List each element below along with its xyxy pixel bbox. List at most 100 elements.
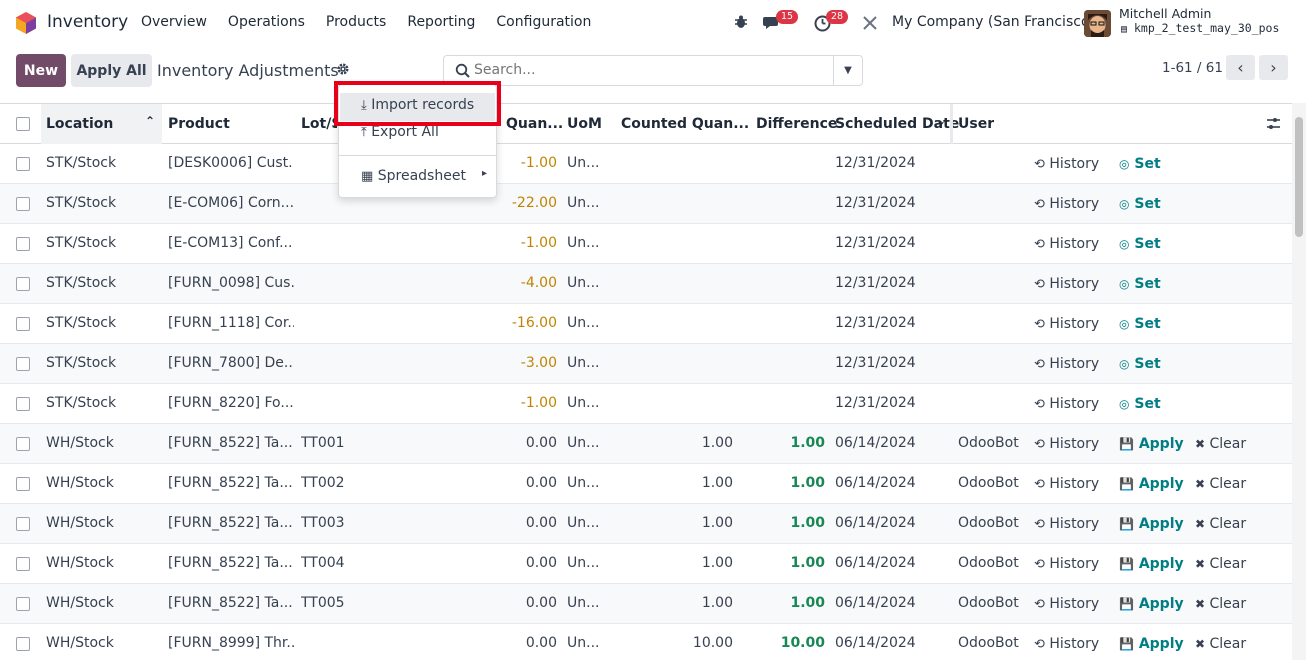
table-row[interactable]: WH/Stock [FURN_8522] Ta... TT004 0.00 Un... 1… [0,544,1292,584]
search-input[interactable] [474,62,814,78]
scrollbar-thumb[interactable] [1295,117,1303,237]
clear-button[interactable]: ✖ Clear [1195,516,1246,532]
clear-button[interactable]: ✖ Clear [1195,596,1246,612]
column-location[interactable]: Location [46,116,114,132]
history-button[interactable]: ⟲ History [1034,476,1099,492]
cell-product[interactable]: [FURN_7800] De... [168,355,294,371]
history-button[interactable]: ⟲ History [1034,276,1099,292]
cell-counted-quantity[interactable]: 1.00 [701,595,733,611]
set-button[interactable]: ◎ Set [1119,396,1161,412]
set-button[interactable]: ◎ Set [1119,196,1161,212]
column-uom[interactable]: UoM [567,116,602,132]
pager-next-button[interactable]: › [1259,55,1288,80]
vertical-scrollbar[interactable] [1292,103,1306,660]
menu-reporting[interactable]: Reporting [407,14,476,30]
user-avatar[interactable] [1084,10,1111,37]
column-quantity[interactable]: Quan... [506,116,564,132]
apply-all-button[interactable]: Apply All [71,54,152,87]
row-checkbox[interactable] [16,517,30,531]
set-button[interactable]: ◎ Set [1119,156,1161,172]
row-checkbox[interactable] [16,357,30,371]
apply-button[interactable]: 💾 Apply [1119,516,1184,532]
table-row[interactable]: WH/Stock [FURN_8522] Ta... TT001 0.00 Un... 1… [0,424,1292,464]
row-checkbox[interactable] [16,557,30,571]
pager-value[interactable]: 1-61 / 61 [1162,60,1223,76]
column-product[interactable]: Product [168,116,230,132]
pager-previous-button[interactable]: ‹ [1226,55,1255,80]
cell-product[interactable]: [FURN_8999] Thr... [168,635,294,651]
history-button[interactable]: ⟲ History [1034,396,1099,412]
set-button[interactable]: ◎ Set [1119,316,1161,332]
history-button[interactable]: ⟲ History [1034,516,1099,532]
cell-product[interactable]: [FURN_8522] Ta... [168,515,293,531]
gear-icon[interactable] [336,62,350,76]
cell-counted-quantity[interactable]: 10.00 [692,635,733,651]
table-row[interactable]: STK/Stock [DESK0006] Cust... -1.00 Un... 12/… [0,144,1292,184]
spreadsheet-item[interactable]: ▦ Spreadsheet [361,168,466,184]
clear-button[interactable]: ✖ Clear [1195,636,1246,652]
row-checkbox[interactable] [16,237,30,251]
history-button[interactable]: ⟲ History [1034,316,1099,332]
cell-product[interactable]: [DESK0006] Cust... [168,155,294,171]
column-scheduled-date[interactable]: Scheduled Date [835,116,960,132]
table-row[interactable]: STK/Stock [FURN_8220] Fo... -1.00 Un... 12/3… [0,384,1292,424]
apply-button[interactable]: 💾 Apply [1119,436,1184,452]
select-all-checkbox[interactable] [16,117,30,131]
clear-button[interactable]: ✖ Clear [1195,556,1246,572]
row-checkbox[interactable] [16,477,30,491]
menu-configuration[interactable]: Configuration [496,14,592,30]
cell-product[interactable]: [FURN_8522] Ta... [168,555,293,571]
cell-product[interactable]: [E-COM06] Corn... [168,195,294,211]
history-button[interactable]: ⟲ History [1034,356,1099,372]
company-switcher[interactable]: My Company (San Francisco) [892,14,1095,30]
history-button[interactable]: ⟲ History [1034,156,1099,172]
row-checkbox[interactable] [16,317,30,331]
bug-icon[interactable] [734,15,748,29]
row-checkbox[interactable] [16,197,30,211]
inventory-app-icon[interactable] [16,12,36,34]
row-checkbox[interactable] [16,397,30,411]
cell-product[interactable]: [FURN_8220] Fo... [168,395,294,411]
history-button[interactable]: ⟲ History [1034,436,1099,452]
cell-product[interactable]: [E-COM13] Conf... [168,235,293,251]
table-row[interactable]: STK/Stock [E-COM13] Conf... -1.00 Un... 12/3… [0,224,1292,264]
table-row[interactable]: WH/Stock [FURN_8522] Ta... TT003 0.00 Un... 1… [0,504,1292,544]
cell-counted-quantity[interactable]: 1.00 [701,555,733,571]
table-row[interactable]: WH/Stock [FURN_8999] Thr... 0.00 Un... 10.00… [0,624,1292,660]
cell-product[interactable]: [FURN_8522] Ta... [168,435,293,451]
column-user[interactable]: User [958,116,995,132]
table-row[interactable]: STK/Stock [FURN_0098] Cus... -4.00 Un... 12/… [0,264,1292,304]
import-records-item[interactable]: ⤓ Import records [361,97,474,113]
messages-icon[interactable] [763,15,781,31]
cell-counted-quantity[interactable]: 1.00 [701,475,733,491]
menu-products[interactable]: Products [325,14,387,30]
column-counted-quantity[interactable]: Counted Quan... [621,116,750,132]
cell-counted-quantity[interactable]: 1.00 [701,435,733,451]
menu-overview[interactable]: Overview [141,14,207,30]
clear-button[interactable]: ✖ Clear [1195,436,1246,452]
row-checkbox[interactable] [16,597,30,611]
set-button[interactable]: ◎ Set [1119,276,1161,292]
chevron-down-icon[interactable]: ⌄ [936,114,947,128]
tools-icon[interactable] [862,15,878,31]
row-checkbox[interactable] [16,277,30,291]
app-name[interactable]: Inventory [47,12,129,32]
apply-button[interactable]: 💾 Apply [1119,556,1184,572]
cell-product[interactable]: [FURN_8522] Ta... [168,475,293,491]
optional-columns-icon[interactable] [1266,117,1281,131]
table-row[interactable]: WH/Stock [FURN_8522] Ta... TT005 0.00 Un... 1… [0,584,1292,624]
sort-asc-icon[interactable]: ⌃ [145,114,156,128]
search-bar[interactable] [443,55,834,86]
cell-counted-quantity[interactable]: 1.00 [701,515,733,531]
history-button[interactable]: ⟲ History [1034,236,1099,252]
set-button[interactable]: ◎ Set [1119,356,1161,372]
apply-button[interactable]: 💾 Apply [1119,476,1184,492]
history-button[interactable]: ⟲ History [1034,196,1099,212]
column-difference[interactable]: Difference [756,116,838,132]
column-lot[interactable]: Lot/S [301,116,337,132]
table-row[interactable]: STK/Stock [FURN_1118] Cor... -16.00 Un... 12… [0,304,1292,344]
history-button[interactable]: ⟲ History [1034,556,1099,572]
cell-product[interactable]: [FURN_0098] Cus... [168,275,294,291]
set-button[interactable]: ◎ Set [1119,236,1161,252]
apply-button[interactable]: 💾 Apply [1119,636,1184,652]
